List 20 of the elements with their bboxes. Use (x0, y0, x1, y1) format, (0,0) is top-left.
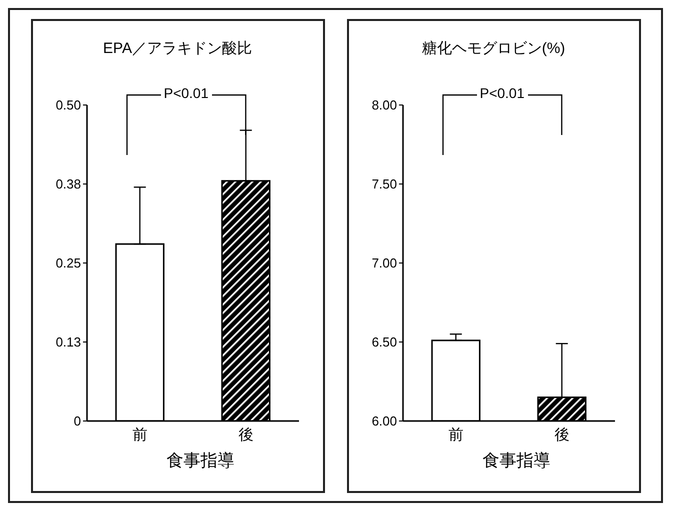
y-tick-label: 0.13 (55, 334, 80, 350)
chart-title: 糖化ヘモグロビン(%) (420, 38, 566, 58)
x-axis-title: 食事指導 (482, 450, 552, 472)
y-tick-label: 0.25 (55, 255, 80, 270)
x-axis-title: 食事指導 (166, 450, 236, 472)
x-tick-label: 後 (238, 426, 253, 444)
y-tick-label: 7.50 (371, 176, 396, 192)
x-tick-label: 前 (132, 426, 147, 444)
y-tick-label: 0.50 (55, 97, 80, 112)
y-tick-label: 0.38 (55, 176, 80, 192)
y-tick-label: 6.00 (371, 413, 396, 428)
text: P<0.01 (476, 84, 528, 100)
y-tick-label: 7.00 (371, 255, 396, 270)
x-tick-label: 後 (554, 426, 569, 444)
y-tick-label: 0 (73, 413, 80, 428)
y-tick-label: 6.50 (371, 334, 396, 350)
y-tick-label: 8.00 (371, 97, 396, 112)
x-tick-label: 前 (448, 426, 463, 444)
text: P<0.01 (160, 84, 212, 100)
chart-title: EPA／アラキドン酸比 (102, 38, 253, 58)
